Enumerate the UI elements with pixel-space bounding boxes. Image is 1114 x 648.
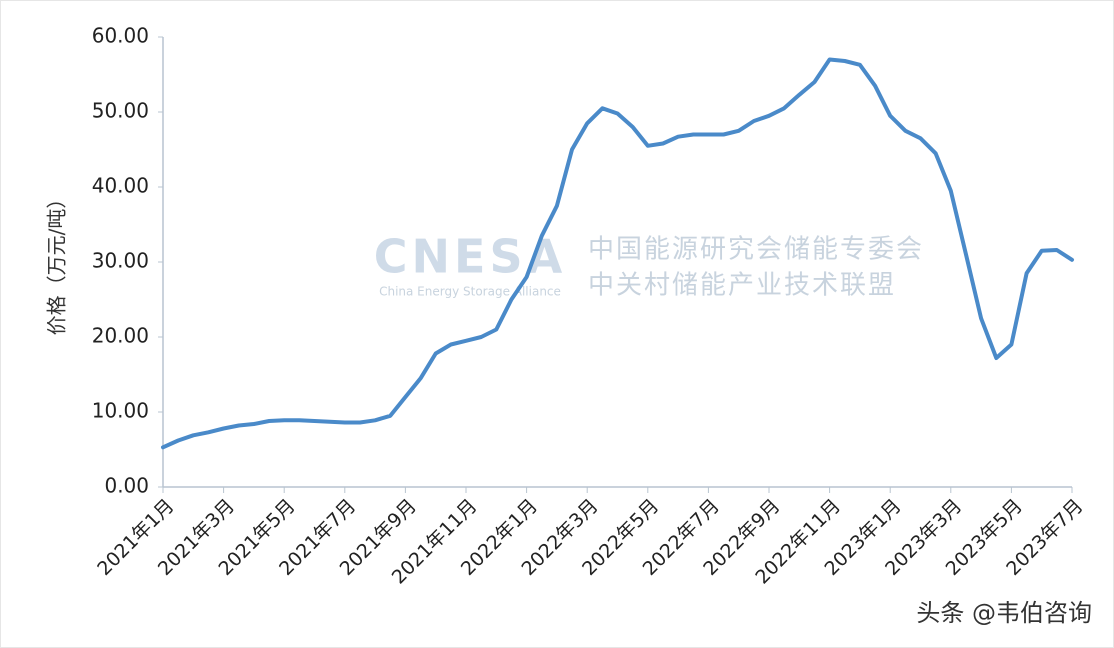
line: [161, 57, 1074, 450]
y-tick-label: 20.00: [92, 324, 149, 348]
y-tick-label: 50.00: [92, 99, 149, 123]
y-tick-label: 30.00: [92, 249, 149, 273]
source-note: 头条 @韦伯咨询: [916, 599, 1092, 627]
watermark: 中国能源研究会储能专委会: [588, 235, 924, 265]
watermark: 中关村储能产业技术联盟: [588, 271, 896, 301]
y-tick-label: 0.00: [104, 474, 149, 498]
watermark: CNESA: [374, 230, 566, 284]
watermark: China Energy Storage Alliance: [379, 285, 561, 299]
y-tick-label: 10.00: [92, 399, 149, 423]
y-tick-label: 60.00: [92, 24, 149, 48]
y-axis-label: 价格（万元/吨）: [45, 189, 69, 336]
y-tick-label: 40.00: [92, 174, 149, 198]
